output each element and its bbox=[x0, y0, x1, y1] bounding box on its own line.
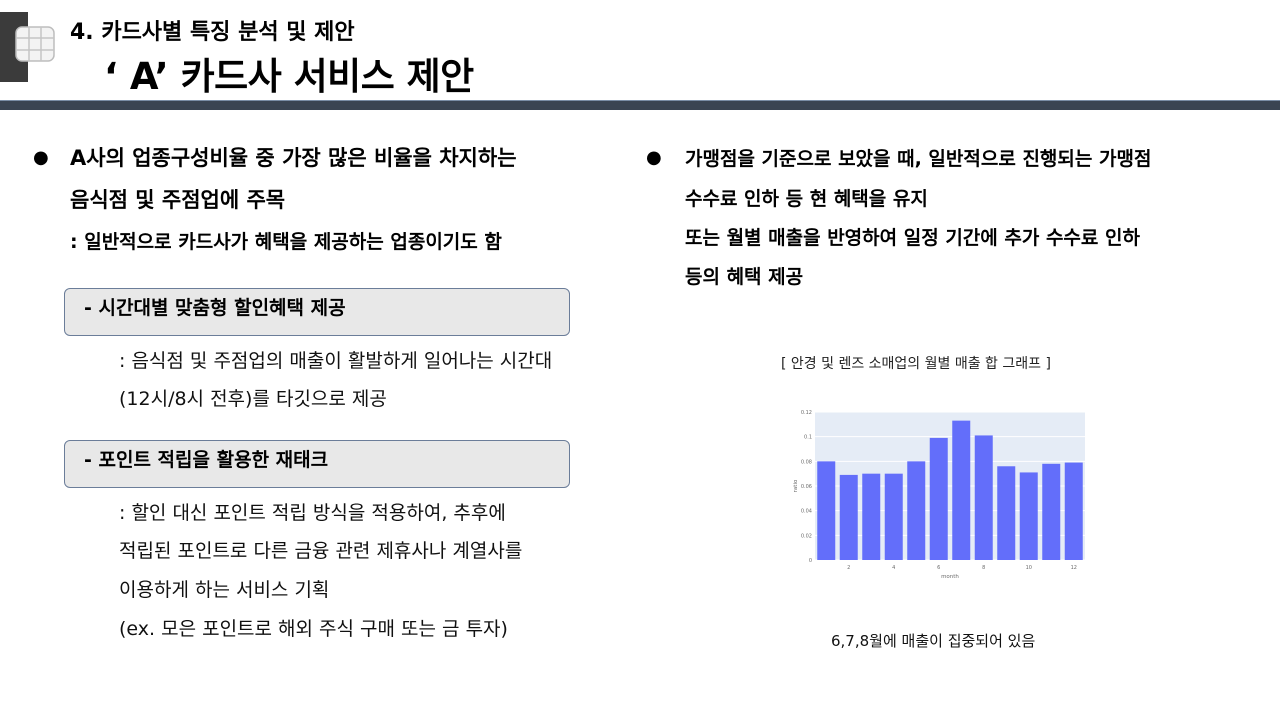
bullet-icon: ● bbox=[33, 147, 49, 168]
right-text-line2: 수수료 인하 등 현 혜택을 유지 bbox=[685, 188, 928, 210]
chart-x-tick-label: 8 bbox=[982, 565, 985, 571]
chart-bar bbox=[929, 437, 948, 560]
chart-bar bbox=[907, 461, 926, 560]
box2-desc-line2: 적립된 포인트로 다른 금융 관련 제휴사나 계열사를 bbox=[119, 540, 523, 562]
box2-desc-line3: 이용하게 하는 서비스 기획 bbox=[119, 579, 330, 601]
chart-y-tick-label: 0.04 bbox=[801, 509, 812, 515]
header-divider bbox=[0, 101, 1280, 110]
benefit-box-label: - 포인트 적립을 활용한 재태크 bbox=[84, 449, 329, 471]
left-heading-sub: : 일반적으로 카드사가 혜택을 제공하는 업종이기도 함 bbox=[70, 231, 502, 253]
chart-bar bbox=[884, 473, 903, 560]
chart-y-tick-label: 0.12 bbox=[801, 410, 812, 416]
right-text-line1: 가맹점을 기준으로 보았을 때, 일반적으로 진행되는 가맹점 bbox=[685, 148, 1152, 170]
benefit-box-points: - 포인트 적립을 활용한 재태크 bbox=[64, 440, 570, 488]
chart-x-axis-label: month bbox=[941, 574, 959, 580]
chart-x-tick-label: 4 bbox=[892, 565, 895, 571]
chart-bar bbox=[1042, 463, 1061, 560]
chart-bar bbox=[997, 466, 1016, 560]
chart-y-tick-label: 0.02 bbox=[801, 533, 812, 539]
chart-bar bbox=[1019, 472, 1038, 560]
chart-bar bbox=[839, 474, 858, 560]
chart-y-tick-label: 0.1 bbox=[804, 435, 812, 441]
chart-bar bbox=[862, 473, 881, 560]
chart-x-tick-label: 12 bbox=[1071, 565, 1077, 571]
card-chip-icon bbox=[15, 26, 55, 62]
chart-note: 6,7,8월에 매출이 집중되어 있음 bbox=[831, 632, 1036, 650]
chart-y-axis-label: ratio bbox=[793, 479, 799, 492]
chart-x-tick-label: 6 bbox=[937, 565, 940, 571]
box1-desc-line2: (12시/8시 전후)를 타깃으로 제공 bbox=[119, 388, 387, 410]
section-title: 4. 카드사별 특징 분석 및 제안 bbox=[70, 20, 355, 45]
bullet-icon: ● bbox=[646, 147, 662, 168]
right-text-line3: 또는 월별 매출을 반영하여 일정 기간에 추가 수수료 인하 bbox=[685, 227, 1140, 249]
chart-x-tick-label: 2 bbox=[847, 565, 850, 571]
box2-desc-line1: : 할인 대신 포인트 적립 방식을 적용하여, 추후에 bbox=[119, 502, 506, 524]
left-heading-line2: 음식점 및 주점업에 주목 bbox=[70, 188, 286, 212]
chart-y-tick-label: 0.06 bbox=[801, 484, 812, 490]
box1-desc-line1: : 음식점 및 주점업의 매출이 활발하게 일어나는 시간대 bbox=[119, 350, 553, 372]
box2-desc-line4: (ex. 모은 포인트로 해외 주식 구매 또는 금 투자) bbox=[119, 618, 508, 640]
chart-y-tick-label: 0 bbox=[809, 558, 812, 564]
chart-y-tick-label: 0.08 bbox=[801, 459, 812, 465]
chart-bar bbox=[817, 461, 836, 560]
benefit-box-time-discount: - 시간대별 맞춤형 할인혜택 제공 bbox=[64, 288, 570, 336]
chart-x-tick-label: 10 bbox=[1026, 565, 1032, 571]
header-divider-highlight bbox=[0, 100, 1280, 101]
left-heading-line1: A사의 업종구성비율 중 가장 많은 비율을 차지하는 bbox=[70, 146, 517, 170]
chart-bar bbox=[952, 420, 971, 560]
right-text-line4: 등의 혜택 제공 bbox=[685, 266, 804, 288]
chart-caption: [ 안경 및 렌즈 소매업의 월별 매출 합 그래프 ] bbox=[781, 356, 1051, 372]
benefit-box-label: - 시간대별 맞춤형 할인혜택 제공 bbox=[84, 297, 346, 319]
chart-bar bbox=[974, 435, 993, 560]
page-title: ‘ A’ 카드사 서비스 제안 bbox=[104, 55, 474, 98]
chart-bar bbox=[1064, 462, 1083, 560]
monthly-sales-bar-chart: 0 0.02 0.04 0.06 0.08 0.1 0.12 2 4 6 8 10 12 month rat… bbox=[793, 410, 1085, 580]
